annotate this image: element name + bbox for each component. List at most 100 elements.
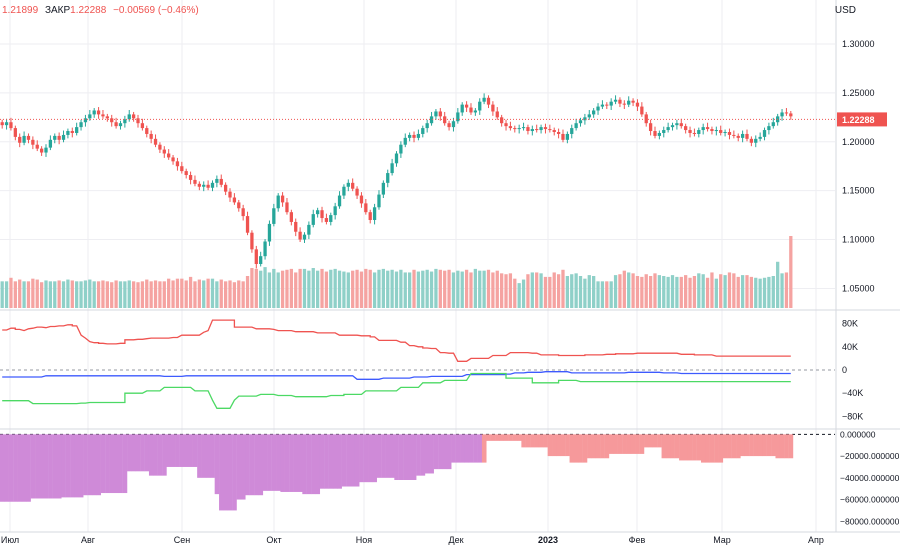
ohlc-legend: 1.21899 ЗАКР1.22288 −0.00569 (−0.46%) — [2, 5, 199, 16]
volume-bar — [223, 281, 228, 308]
histogram-bar — [420, 434, 426, 476]
histogram-bar — [442, 434, 448, 470]
histogram-bar — [398, 434, 404, 480]
close-value: 1.22288 — [70, 5, 107, 16]
volume-bar — [570, 274, 574, 308]
cot-tick-label: 80K — [842, 319, 858, 329]
histogram-bar — [109, 434, 115, 494]
candle-body — [9, 122, 13, 129]
candle-body — [662, 130, 666, 133]
histogram-bar — [464, 434, 469, 463]
volume-bar — [285, 269, 289, 308]
volume-bar — [31, 278, 35, 308]
volume-bar — [342, 271, 346, 308]
candle-body — [592, 110, 596, 115]
histogram-bar — [468, 434, 474, 463]
volume-bar — [508, 273, 513, 308]
histogram-bar — [595, 434, 601, 459]
candle-body — [421, 128, 425, 134]
candle-body — [329, 215, 333, 222]
volume-bar — [88, 279, 92, 308]
histogram-bar — [21, 434, 27, 502]
histogram-bar — [552, 434, 557, 457]
candle-body — [92, 110, 96, 115]
histogram-bar — [438, 434, 443, 470]
histogram-bar — [424, 434, 430, 474]
volume-bar — [736, 276, 740, 308]
histogram-bar — [324, 434, 329, 489]
volume-bar — [631, 273, 635, 308]
histogram-bar — [179, 434, 185, 467]
volume-bar — [635, 276, 640, 308]
volume-bar — [250, 268, 254, 308]
candle-body — [88, 114, 92, 119]
histogram-bar — [661, 434, 667, 459]
volume-bar — [307, 270, 311, 308]
volume-bar — [478, 270, 482, 308]
volume-bar — [193, 281, 197, 308]
volume-bar — [412, 269, 416, 308]
histogram-bar — [254, 434, 259, 496]
candle-body — [429, 116, 434, 124]
candle-body — [434, 111, 438, 117]
histogram-bar — [276, 434, 281, 491]
candle-body — [372, 207, 377, 220]
volume-bar — [644, 274, 648, 308]
volume-bar — [565, 276, 570, 308]
volume-bar — [745, 275, 749, 308]
histogram-bar — [433, 434, 439, 470]
volume-bar — [377, 269, 381, 308]
candle-body — [456, 112, 460, 122]
candle-body — [368, 212, 372, 220]
volume-bar — [469, 272, 473, 308]
volume-bar — [767, 276, 771, 308]
candle-body — [495, 111, 499, 118]
volume-bar — [324, 271, 329, 308]
candle-body — [758, 136, 762, 139]
histogram-bar — [630, 434, 636, 454]
time-axis-label: Ноя — [356, 535, 373, 545]
histogram-bar — [372, 434, 377, 483]
candle-body — [158, 144, 162, 150]
volume-bar — [771, 276, 775, 308]
candle-body — [285, 202, 289, 213]
volume-bar — [197, 279, 201, 308]
histogram-bar — [753, 434, 759, 457]
volume-bar — [464, 269, 469, 308]
candle-body — [105, 116, 109, 119]
price-tick-label: 1.30000 — [842, 39, 875, 49]
volume-bar — [535, 272, 539, 308]
histogram-bar — [389, 434, 395, 478]
histogram-bar — [140, 434, 145, 472]
hist-tick-label: −80000.000000 — [840, 516, 900, 526]
histogram-bar — [118, 434, 123, 494]
price-tick-label: 1.15000 — [842, 186, 875, 196]
candle-body — [96, 110, 101, 115]
hist-tick-label: −40000.000000 — [840, 473, 900, 483]
histogram-bar — [319, 434, 325, 489]
candle-body — [745, 133, 749, 139]
time-axis-label: Сен — [174, 535, 191, 545]
histogram-bar — [289, 434, 294, 492]
volume-bar — [648, 276, 653, 308]
volume-bar — [394, 271, 399, 308]
volume-bar — [605, 281, 609, 308]
candle-body — [565, 133, 570, 140]
candle-body — [61, 134, 66, 140]
histogram-bar — [766, 434, 772, 457]
candle-body — [736, 135, 740, 138]
volume-bar — [66, 279, 70, 308]
candle-body — [464, 104, 469, 108]
volume-bar — [517, 283, 521, 308]
price-tick-label: 1.20000 — [842, 137, 875, 147]
candle-body — [530, 129, 534, 132]
histogram-bar — [35, 434, 40, 499]
candle-body — [701, 127, 705, 131]
candle-body — [140, 123, 145, 129]
price-tick-label: 1.10000 — [842, 235, 875, 245]
histogram-bar — [587, 434, 592, 459]
histogram-bar — [65, 434, 71, 498]
histogram-bar — [757, 434, 763, 457]
volume-bar — [206, 278, 210, 308]
